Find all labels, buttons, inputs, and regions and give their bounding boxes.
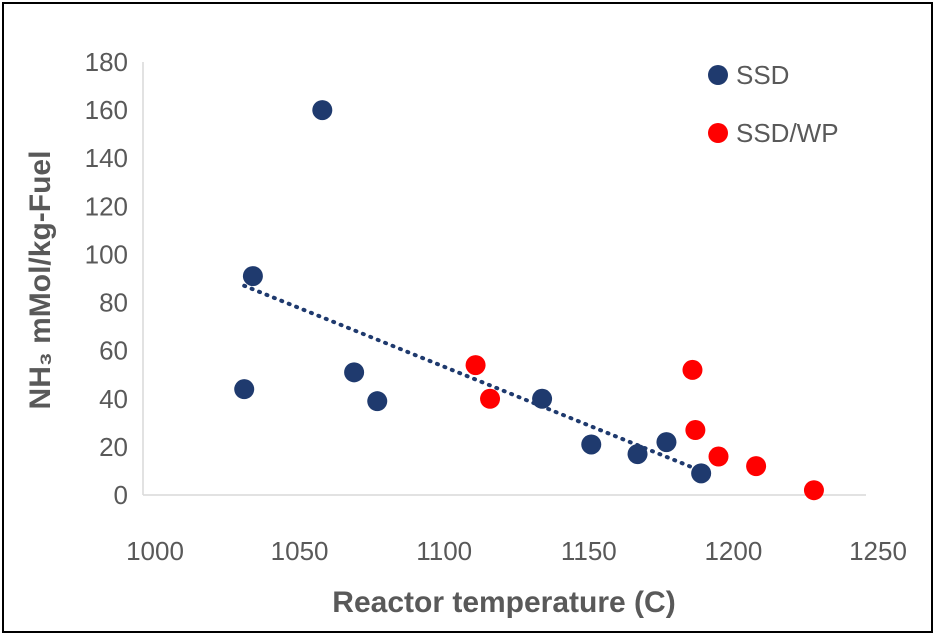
- data-point-ssd: [691, 463, 712, 484]
- legend-label-ssd-wp: SSD/WP: [736, 118, 839, 148]
- data-point-ssd-wp: [803, 480, 824, 501]
- data-point-ssd-wp: [682, 359, 703, 380]
- y-tick-label: 60: [99, 336, 128, 366]
- x-tick-label: 1250: [849, 536, 907, 566]
- data-point-ssd-wp: [480, 388, 501, 409]
- y-tick-label: 180: [85, 47, 128, 77]
- x-tick-label: 1000: [126, 536, 184, 566]
- data-point-ssd-wp: [708, 446, 729, 467]
- y-axis-label: NH₃ mMol/kg-Fuel: [24, 151, 57, 410]
- x-axis-label: Reactor temperature (C): [332, 586, 675, 619]
- data-point-ssd: [312, 100, 333, 121]
- data-point-ssd: [344, 362, 365, 383]
- data-point-ssd-wp: [746, 456, 767, 477]
- legend: SSD SSD/WP: [708, 60, 839, 148]
- x-tick-label: 1150: [561, 536, 617, 566]
- x-tick-label: 1200: [704, 536, 762, 566]
- data-point-ssd: [532, 388, 553, 409]
- chart-frame: [2, 2, 933, 633]
- data-point-ssd: [656, 432, 677, 453]
- legend-marker-ssd-wp: [708, 123, 728, 143]
- x-tick-label: 1050: [271, 536, 329, 566]
- data-point-ssd-wp: [465, 355, 486, 376]
- data-point-ssd: [367, 391, 388, 412]
- data-point-ssd: [234, 379, 255, 400]
- legend-marker-ssd: [708, 65, 728, 85]
- legend-label-ssd: SSD: [736, 60, 789, 90]
- data-point-ssd: [242, 266, 263, 287]
- data-point-ssd-wp: [685, 420, 706, 441]
- y-tick-label: 20: [99, 432, 128, 462]
- trendline: [242, 283, 704, 473]
- y-tick-label: 0: [114, 480, 128, 510]
- data-point-ssd: [627, 444, 648, 465]
- y-tick-label: 40: [99, 384, 128, 414]
- data-point-ssd: [581, 434, 602, 455]
- y-tick-label: 100: [85, 239, 128, 269]
- y-tick-label: 80: [99, 288, 128, 318]
- y-tick-label: 120: [85, 191, 128, 221]
- x-tick-label: 1100: [416, 536, 472, 566]
- y-tick-label: 160: [85, 95, 128, 125]
- y-tick-label: 140: [85, 143, 128, 173]
